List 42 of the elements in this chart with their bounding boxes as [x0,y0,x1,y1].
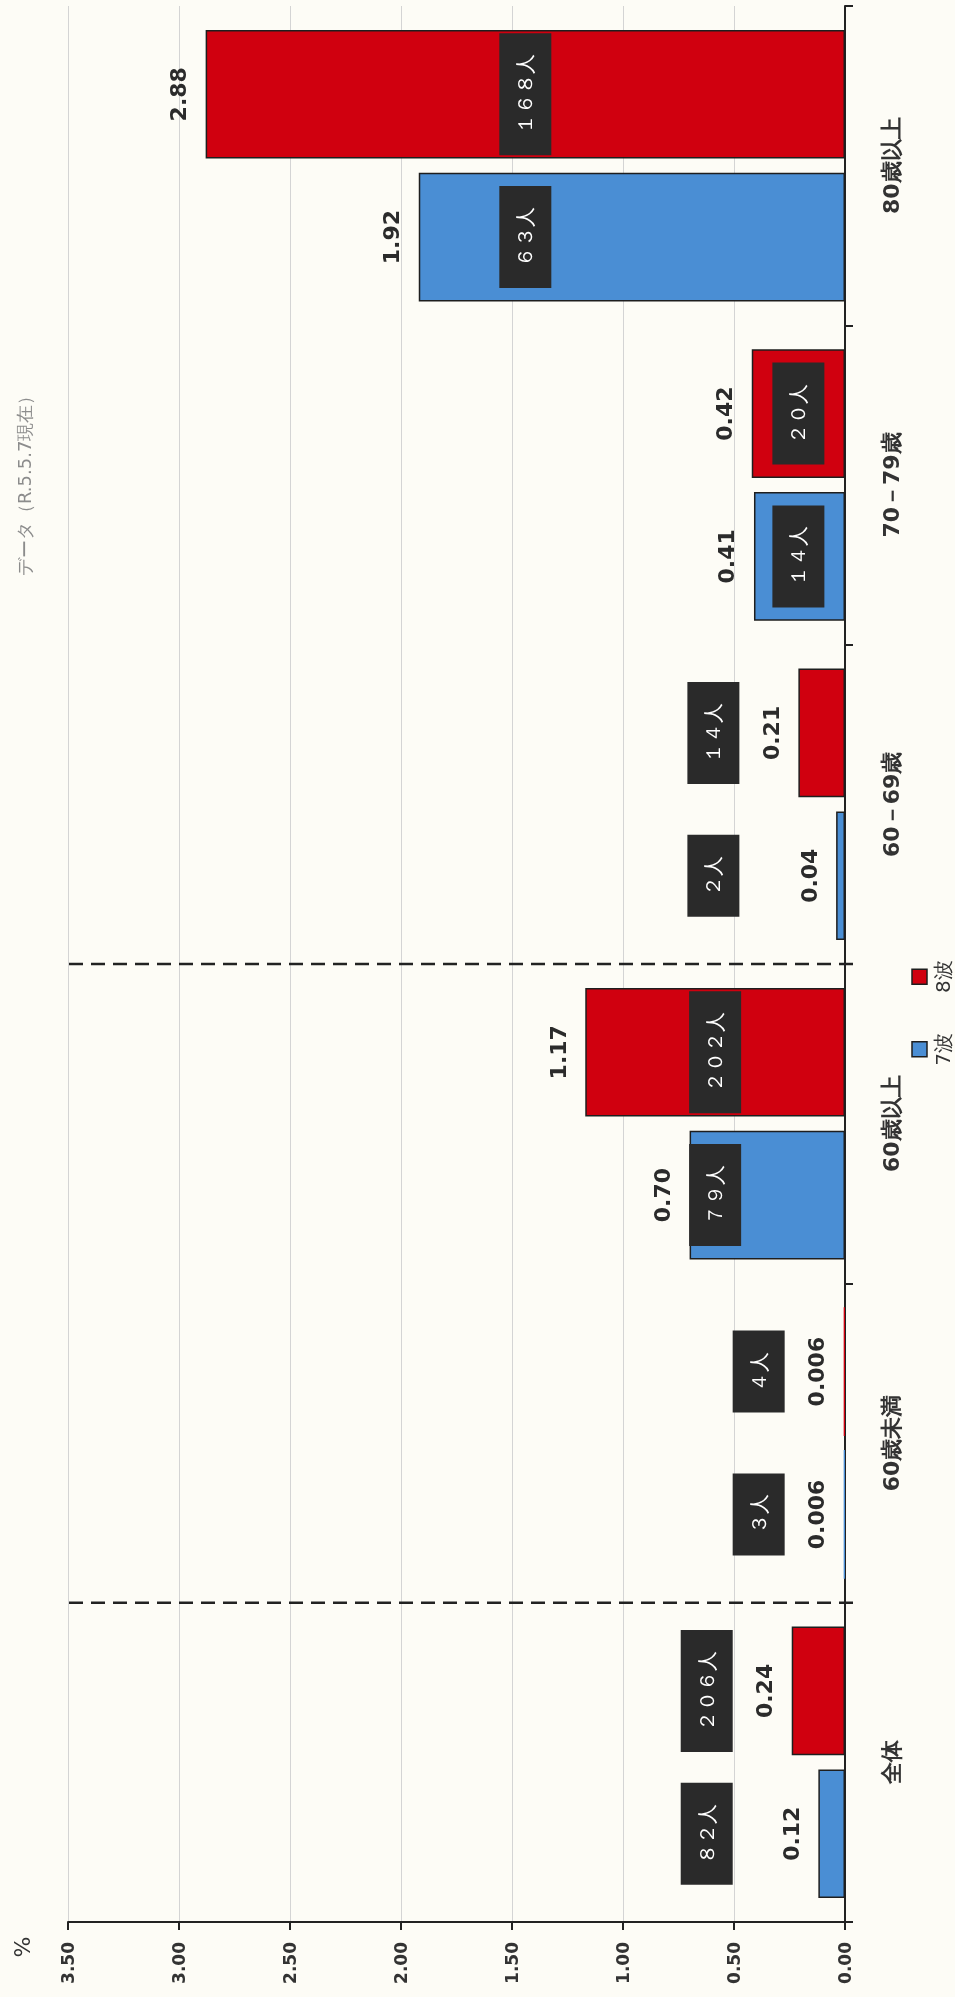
annotation: ２０２人 [703,1012,728,1093]
annotation: ６３人 [513,207,538,268]
annotation: １４人 [701,702,726,763]
x-tick-label: 2.50 [280,1941,300,1984]
x-tick-label: 3.50 [58,1941,78,1984]
y-tick-label: 60歳未満 [878,1394,904,1492]
annotation: ２０６人 [694,1650,719,1731]
data-label: 2.88 [166,67,192,122]
text: % [9,1936,35,1958]
x-tick-label: 0.00 [835,1941,855,1984]
data-label: 0.21 [758,705,784,761]
annotation: １６８人 [513,54,538,135]
annotation: ２０人 [786,383,811,444]
annotation: ７９人 [703,1165,728,1226]
x-tick-label: 2.00 [391,1941,411,1984]
data-label: 1.92 [379,209,405,265]
y-tick-label: 70－79歳 [878,432,904,538]
x-tick-label: 1.00 [613,1941,633,1984]
annotation: ４人 [746,1351,771,1392]
data-label: 0.41 [714,529,740,584]
annotation: １４人 [786,526,811,587]
data-label: 0.12 [778,1806,804,1861]
x-tick-label: 1.50 [502,1941,522,1984]
annotation: ８２人 [694,1803,719,1864]
text: データ（R.5.5.7現在） [13,386,35,576]
data-label: 1.17 [545,1025,571,1080]
x-tick-label: 0.50 [724,1941,744,1984]
legend-label: 8波 [931,960,955,993]
annotation: ２人 [701,855,726,896]
data-label: 0.006 [804,1336,830,1407]
data-label: 0.42 [712,386,738,441]
data-label: 0.04 [796,848,822,903]
legend-label: 7波 [931,1032,955,1066]
y-tick-label: 60歳以上 [878,1075,904,1172]
annotation: ３人 [746,1494,771,1535]
data-label: 0.70 [650,1167,676,1223]
x-tick-label: 3.00 [169,1941,189,1984]
y-tick-label: 60－69歳 [878,751,904,857]
data-label: 0.24 [752,1663,778,1719]
data-label: 0.006 [804,1479,830,1550]
y-tick-label: 全体 [878,1739,904,1786]
y-tick-label: 80歳以上 [878,117,904,214]
